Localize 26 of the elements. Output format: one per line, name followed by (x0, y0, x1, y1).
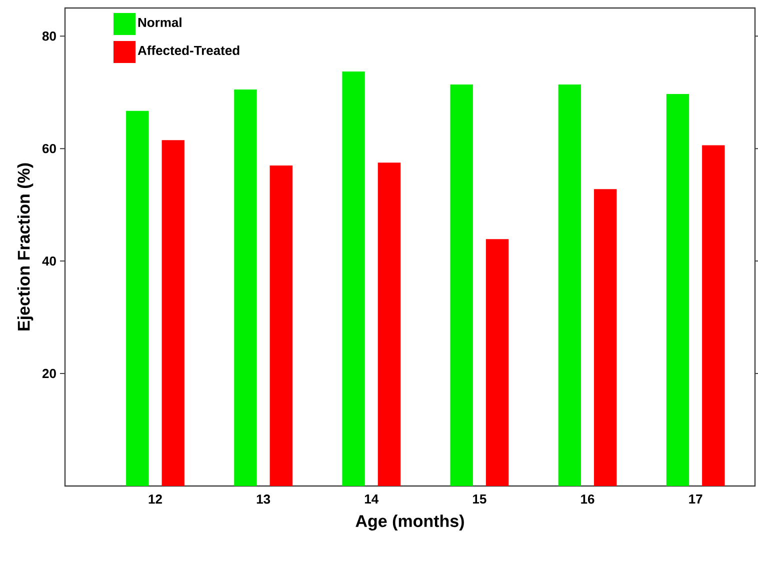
bar (702, 145, 725, 486)
x-tick-label: 17 (689, 494, 702, 504)
y-tick-label: 20 (42, 368, 56, 378)
bar (126, 110, 149, 486)
bar (234, 90, 257, 486)
bar (558, 84, 582, 486)
bar (270, 165, 292, 486)
x-tick-label: 12 (148, 494, 162, 504)
y-tick-label: 80 (42, 32, 56, 41)
y-axis-title: Ejection Fraction (%) (17, 163, 34, 330)
x-tick-label: 14 (364, 494, 379, 504)
bar (666, 94, 690, 486)
bar (342, 72, 365, 486)
x-tick-label: 13 (256, 494, 270, 504)
y-tick-label: 60 (42, 144, 56, 154)
bar (486, 239, 509, 486)
bar (594, 189, 617, 486)
bar (450, 84, 473, 486)
x-tick-label: 16 (581, 494, 594, 504)
bar (162, 140, 184, 486)
legend-label: Affected-Treated (138, 46, 240, 56)
x-tick-label: 15 (473, 494, 486, 504)
legend-label: Normal (138, 18, 182, 28)
x-axis-title: Age (months) (356, 514, 464, 531)
y-tick-label: 40 (42, 256, 56, 266)
bar (378, 162, 401, 486)
